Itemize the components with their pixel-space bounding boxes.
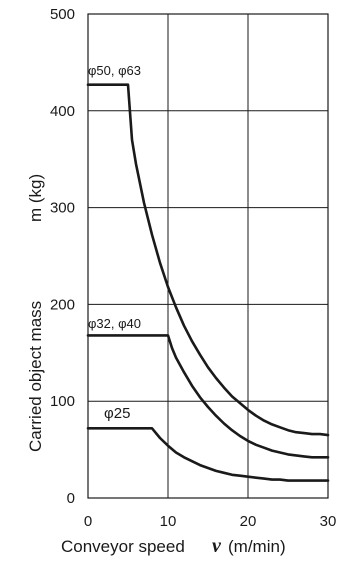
y-axis-title: Carried object mass m (kg) [26,174,45,452]
y-axis-label: Carried object mass [26,301,45,452]
series-lines [86,83,330,482]
y-tick-label: 300 [50,200,75,217]
y-axis-unit: m (kg) [26,174,45,222]
series-line-0 [86,83,330,437]
series-label-phi50-phi63: φ50, φ63 [88,63,141,78]
y-tick-label: 200 [50,296,75,313]
grid [88,14,328,498]
x-tick-label: 20 [240,513,257,530]
axes [87,13,329,499]
plot-frame [87,13,329,499]
series-label-phi32-phi40: φ32, φ40 [88,316,141,331]
y-tick-label: 0 [67,490,75,507]
y-tick-label: 500 [50,6,75,23]
x-axis-variable: v [212,535,222,557]
x-axis-label: Conveyor speed [61,537,185,556]
series-line-2 [86,427,330,482]
x-axis-unit: (m/min) [228,537,286,556]
series-label-phi25: φ25 [104,405,130,422]
series-line-1 [86,334,330,459]
y-tick-label: 100 [50,393,75,410]
y-tick-label: 400 [50,103,75,120]
x-tick-label: 0 [84,513,92,530]
x-tick-label: 30 [320,513,337,530]
x-tick-label: 10 [160,513,177,530]
